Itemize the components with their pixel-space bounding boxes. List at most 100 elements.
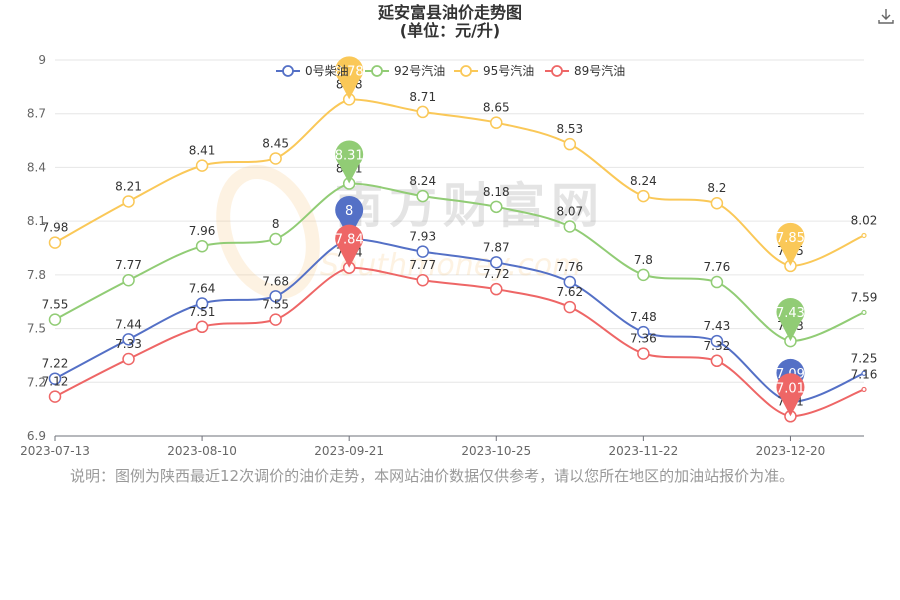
- marker-pin-max: [335, 224, 364, 268]
- series-point: [269, 232, 282, 246]
- series-point: [48, 390, 62, 403]
- marker-label-min: 7.43: [776, 306, 805, 321]
- data-label: 7.44: [115, 317, 142, 331]
- footnote: 说明：图例为陕西最近12次调价的油价走势，本网站油价数据仅供参考，请以您所在地区…: [70, 467, 795, 485]
- y-tick-label: 7.5: [27, 322, 46, 336]
- marker-pin-min: [776, 222, 805, 266]
- download-icon[interactable]: [876, 6, 896, 26]
- series-point: [637, 325, 650, 339]
- y-tick-label: 9: [38, 53, 46, 67]
- series-line-2: [54, 98, 865, 267]
- data-label: 8.24: [409, 174, 436, 188]
- series-point: [269, 152, 282, 165]
- data-label: 7.48: [630, 310, 657, 324]
- legend-marker: [551, 65, 563, 77]
- marker-pin-min: [776, 373, 805, 417]
- series-point: [416, 245, 429, 258]
- marker-pin-max: [335, 195, 364, 240]
- series-point: [48, 313, 62, 326]
- series-point: [710, 275, 724, 289]
- series-line-1: [54, 182, 865, 343]
- series-point: [48, 372, 62, 385]
- data-label: 7.64: [189, 282, 216, 296]
- series-point: [269, 313, 282, 326]
- series-point: [490, 200, 503, 214]
- series-point: [122, 195, 135, 208]
- data-label: 7.76: [556, 260, 583, 274]
- data-label: 8.41: [189, 144, 216, 158]
- data-label: 8: [272, 217, 280, 231]
- watermark-latin: Southmoney.com: [320, 248, 581, 283]
- legend-item[interactable]: 89号汽油: [545, 63, 625, 78]
- data-label: 7.33: [115, 337, 142, 351]
- series-point: [490, 282, 503, 296]
- data-label: 8.2: [707, 181, 726, 195]
- series-point: [563, 220, 577, 233]
- data-label: 7.72: [483, 267, 510, 281]
- data-label: 8.71: [409, 90, 436, 104]
- data-label: 8.24: [630, 174, 657, 188]
- data-label: 7.16: [851, 367, 878, 381]
- series-point: [637, 189, 650, 203]
- series-point: [637, 268, 650, 282]
- marker-label-min: 7.85: [776, 231, 805, 246]
- y-tick-label: 8.4: [27, 160, 46, 174]
- data-label: 8.07: [556, 205, 583, 219]
- data-labels: 7.22 7.44 7.64 7.68 8 7.93 7.87 7.76 7.48 7.43 7.0…: [42, 77, 878, 408]
- series-point: [122, 352, 135, 366]
- marker-label-min: 7.01: [776, 381, 805, 396]
- chart-title: 延安富县油价走势图: [377, 3, 522, 22]
- data-label: 7.77: [409, 258, 436, 272]
- data-label: 7.32: [704, 339, 731, 353]
- x-tick-label: 2023-12-20: [756, 444, 826, 458]
- marker-pin-max: [335, 140, 364, 184]
- data-label: 7.59: [851, 290, 878, 304]
- series-point: [861, 386, 867, 393]
- marker-label-max: 8.78: [335, 64, 364, 79]
- legend-marker: [282, 65, 294, 77]
- legend: 0号柴油 92号汽油 95号汽油 89号汽油: [276, 63, 625, 78]
- data-label: 8.53: [556, 122, 583, 136]
- series-point: [563, 137, 577, 151]
- series-point: [710, 196, 724, 210]
- legend-item[interactable]: 0号柴油: [276, 64, 349, 78]
- series-line-0: [54, 238, 865, 403]
- series-point: [637, 347, 650, 360]
- data-label: 7.93: [409, 230, 436, 244]
- y-tick-label: 6.9: [27, 429, 46, 443]
- series-point: [195, 239, 209, 253]
- series-point: [269, 290, 282, 303]
- series-point: [416, 105, 429, 119]
- series-point: [710, 334, 724, 348]
- series-point: [122, 333, 135, 346]
- legend-marker: [371, 65, 383, 77]
- marker-label-max: 8: [345, 204, 353, 219]
- x-tick-label: 2023-08-10: [167, 444, 237, 458]
- series-lines: [48, 93, 867, 423]
- series-point: [710, 354, 724, 368]
- data-label: 8.18: [483, 185, 510, 199]
- legend-item[interactable]: 92号汽油: [365, 63, 445, 78]
- x-tick-label: 2023-07-13: [20, 444, 90, 458]
- chart-subtitle: (单位：元/升): [399, 21, 501, 40]
- series-point: [416, 189, 429, 203]
- data-label: 8.02: [851, 213, 878, 227]
- x-tick-label: 2023-11-22: [608, 444, 678, 458]
- data-label: 7.87: [483, 240, 510, 254]
- data-label: 7.43: [704, 319, 731, 333]
- y-tick-label: 8.7: [27, 107, 46, 121]
- legend-item[interactable]: 95号汽油: [454, 63, 534, 78]
- legend-label: 89号汽油: [574, 63, 625, 78]
- series-point: [195, 320, 209, 334]
- data-label: 7.76: [704, 260, 731, 274]
- data-label: 7.68: [262, 274, 289, 288]
- data-label: 7.22: [42, 357, 69, 371]
- data-label: 7.51: [189, 305, 216, 319]
- x-tick-label: 2023-10-25: [461, 444, 531, 458]
- series-point: [48, 236, 62, 249]
- data-label: 7.55: [262, 298, 289, 312]
- axes: 6.9 7.2 7.5 7.8 8.1 8.4 8.7 9 2023-07-13 2023-08-…: [20, 53, 864, 458]
- data-label: 7.98: [42, 221, 69, 235]
- y-tick-label: 7.8: [27, 268, 46, 282]
